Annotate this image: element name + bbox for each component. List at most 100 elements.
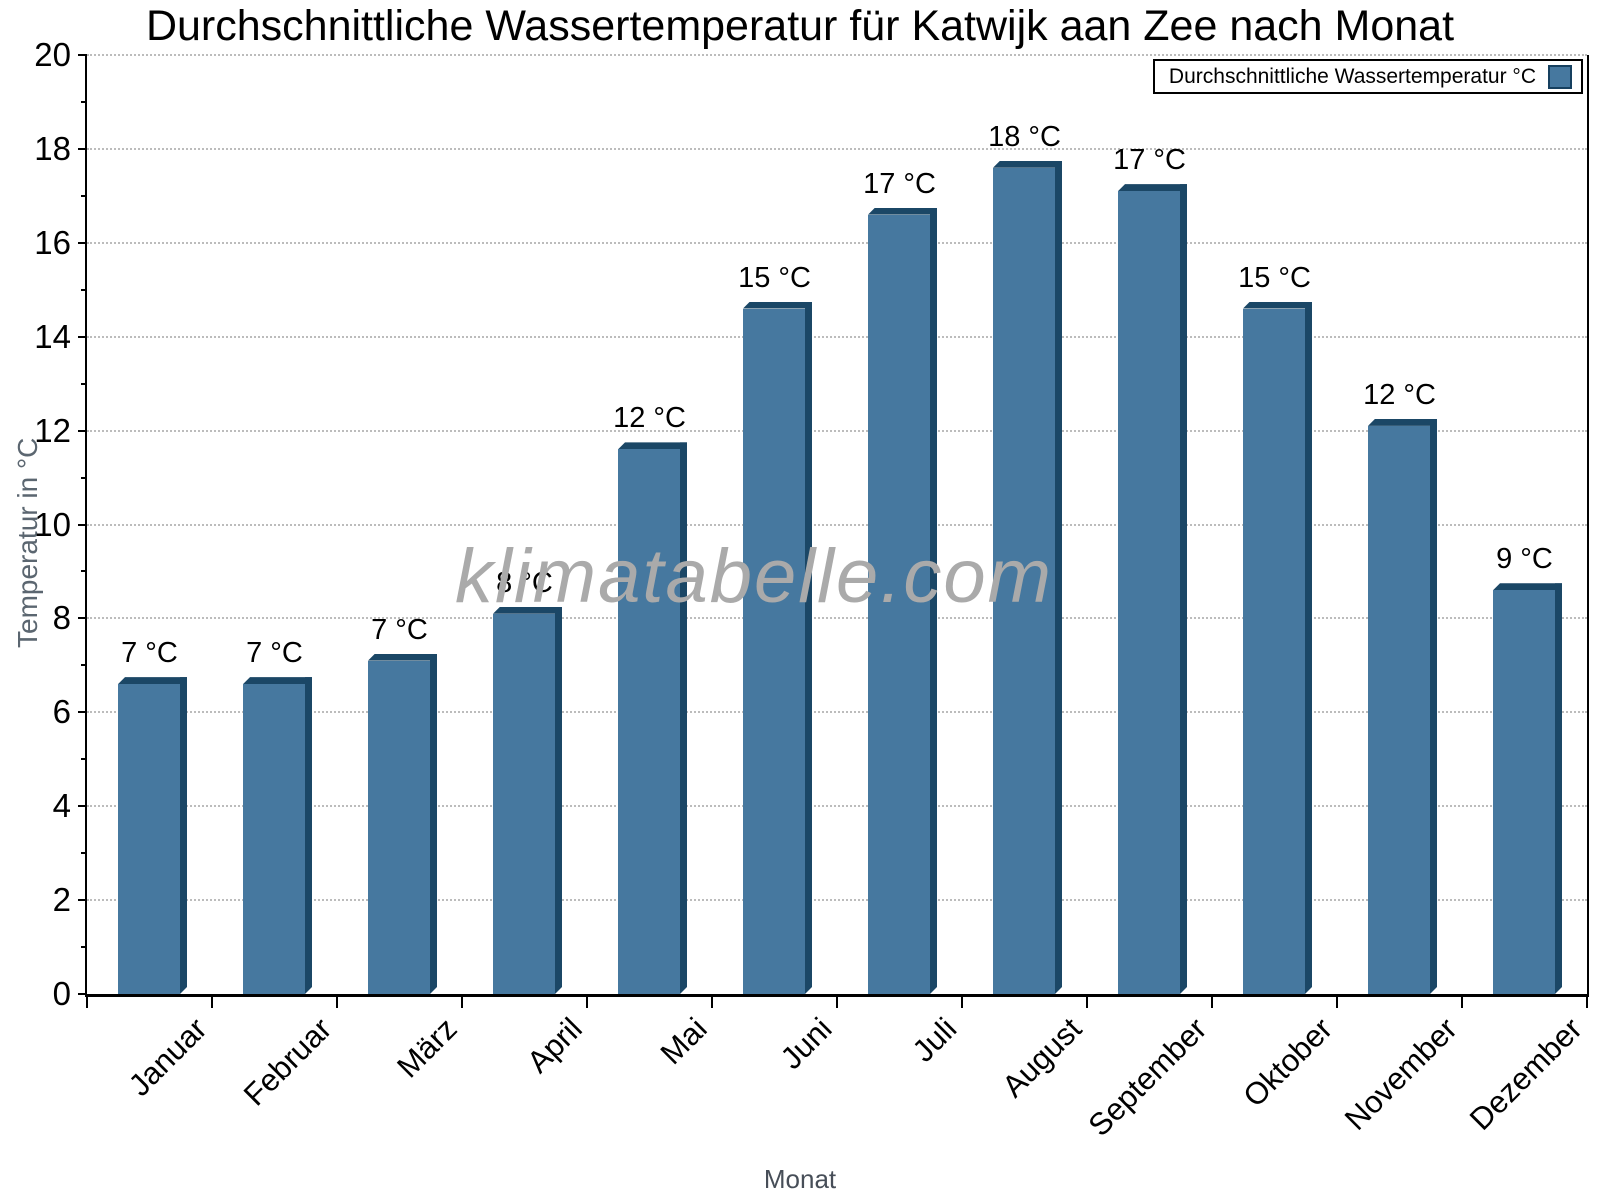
x-tick-label-juli: Juli — [906, 1011, 964, 1069]
bar-top-edge — [618, 442, 687, 450]
bar-side-edge — [180, 677, 187, 994]
bar-top-edge — [743, 301, 812, 309]
bar-value-label: 12 °C — [1363, 378, 1436, 411]
gridline-y-12 — [87, 429, 1587, 432]
bar-märz — [368, 653, 437, 994]
bar-side-edge — [1180, 184, 1187, 994]
bar-value-label: 17 °C — [1113, 144, 1186, 177]
bar-face — [1493, 590, 1555, 994]
gridline-y-20 — [87, 54, 1587, 56]
x-tick-0 — [86, 994, 88, 1008]
bar-side-edge — [305, 677, 312, 994]
bar-mai — [618, 442, 687, 994]
bar-side-edge — [805, 302, 812, 994]
bar-face — [1243, 308, 1305, 994]
bar-top-edge — [493, 606, 562, 614]
x-tick-9 — [1211, 994, 1213, 1008]
y-major-tick-8 — [78, 617, 87, 620]
x-tick-7 — [961, 994, 963, 1008]
y-tick-label-20: 20 — [34, 36, 71, 73]
y-major-tick-12 — [78, 429, 87, 432]
bar-side-edge — [1555, 583, 1562, 994]
y-major-tick-20 — [78, 54, 87, 56]
x-tick-11 — [1461, 994, 1463, 1008]
bar-value-label: 7 °C — [121, 637, 178, 670]
x-tick-label-januar: Januar — [121, 1011, 214, 1103]
x-axis-title: Monat — [763, 1164, 837, 1194]
bar-face — [243, 684, 305, 994]
bar-august — [993, 160, 1062, 994]
bar-face — [118, 684, 180, 994]
bar-side-edge — [430, 654, 437, 994]
y-minor-tick-7 — [81, 664, 87, 667]
y-major-tick-0 — [78, 993, 87, 995]
y-major-tick-10 — [78, 523, 87, 526]
bar-side-edge — [680, 442, 687, 994]
bar-side-edge — [1305, 302, 1312, 994]
y-tick-label-10: 10 — [34, 505, 71, 543]
bar-top-edge — [993, 160, 1062, 168]
bar-value-label: 7 °C — [246, 637, 303, 670]
x-tick-label-august: August — [995, 1011, 1089, 1104]
bar-side-edge — [1055, 161, 1062, 994]
x-tick-label-april: April — [520, 1011, 589, 1080]
y-major-tick-14 — [78, 335, 87, 338]
legend: Durchschnittliche Wassertemperatur °C — [1152, 59, 1583, 94]
bar-value-label: 7 °C — [371, 613, 428, 646]
gridline-y-4 — [87, 805, 1587, 808]
bar-face — [1368, 425, 1430, 994]
y-tick-label-18: 18 — [34, 129, 71, 167]
bar-side-edge — [1430, 419, 1437, 994]
x-tick-1 — [211, 994, 213, 1008]
legend-label: Durchschnittliche Wassertemperatur °C — [1168, 64, 1536, 88]
y-tick-label-0: 0 — [52, 975, 71, 1012]
bar-april — [493, 606, 562, 994]
x-tick-label-mai: Mai — [653, 1011, 714, 1072]
x-tick-label-september: September — [1081, 1011, 1214, 1143]
x-tick-10 — [1336, 994, 1338, 1008]
bar-top-edge — [1243, 301, 1312, 309]
bar-top-edge — [368, 653, 437, 661]
plot-area: Durchschnittliche Wassertemperatur °C kl… — [34, 36, 1589, 1143]
bar-face — [368, 660, 430, 994]
bar-value-label: 15 °C — [1238, 261, 1311, 294]
bar-face — [993, 167, 1055, 994]
bar-top-edge — [1493, 583, 1562, 591]
y-major-tick-6 — [78, 711, 87, 714]
x-tick-2 — [336, 994, 338, 1008]
bar-top-edge — [1368, 418, 1437, 426]
x-tick-label-november: November — [1337, 1011, 1464, 1137]
bar-value-label: 12 °C — [613, 402, 686, 435]
y-major-tick-16 — [78, 241, 87, 244]
bar-dezember — [1493, 583, 1562, 994]
bar-value-label: 18 °C — [988, 120, 1061, 153]
y-tick-label-6: 6 — [52, 693, 71, 731]
bar-juni — [743, 301, 812, 994]
y-tick-label-12: 12 — [34, 411, 71, 449]
x-tick-label-februar: Februar — [237, 1011, 339, 1113]
gridline-y-6 — [87, 711, 1587, 714]
gridline-y-16 — [87, 241, 1587, 244]
y-tick-label-2: 2 — [52, 881, 71, 919]
gridline-y-2 — [87, 899, 1587, 902]
bar-februar — [243, 677, 312, 994]
y-tick-label-16: 16 — [34, 223, 71, 261]
bar-face — [618, 449, 680, 994]
x-tick-4 — [586, 994, 588, 1008]
gridline-y-18 — [87, 147, 1587, 150]
bar-september — [1118, 184, 1187, 994]
bar-juli — [868, 207, 937, 994]
x-tick-label-dezember: Dezember — [1462, 1011, 1589, 1137]
bar-face — [1118, 191, 1180, 994]
x-tick-6 — [836, 994, 838, 1008]
y-tick-label-8: 8 — [52, 599, 71, 637]
bar-value-label: 17 °C — [863, 167, 936, 200]
bar-face — [868, 214, 930, 994]
bar-oktober — [1243, 301, 1312, 994]
x-tick-label-oktober: Oktober — [1236, 1011, 1339, 1114]
y-minor-tick-9 — [81, 570, 87, 573]
y-major-tick-2 — [78, 899, 87, 902]
y-minor-tick-19 — [81, 100, 87, 103]
x-tick-8 — [1086, 994, 1088, 1008]
